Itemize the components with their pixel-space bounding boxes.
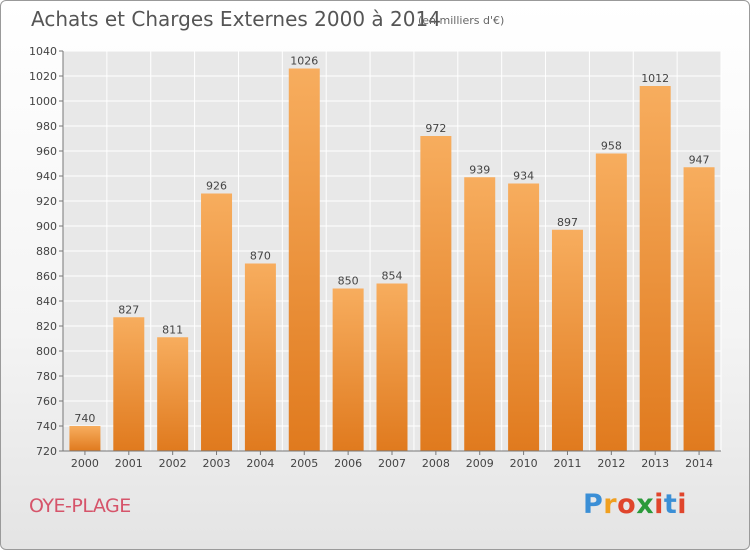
y-tick-label: 720 [36, 445, 57, 458]
x-tick-label-2011: 2011 [553, 457, 581, 470]
data-label-2001: 827 [118, 303, 139, 316]
bar-2005 [288, 68, 320, 451]
bar-2006 [332, 288, 364, 451]
bar-2000 [69, 426, 101, 451]
bar-2004 [244, 263, 276, 451]
y-tick-label: 820 [36, 320, 57, 333]
data-label-2005: 1026 [290, 55, 318, 68]
bar-2001 [113, 317, 145, 451]
data-label-2008: 972 [425, 122, 446, 135]
y-tick-label: 980 [36, 120, 57, 133]
y-tick-label: 880 [36, 245, 57, 258]
chart-title: Achats et Charges Externes 2000 à 2014 [31, 7, 441, 31]
y-tick-label: 940 [36, 170, 57, 183]
bar-2003 [201, 193, 233, 451]
data-label-2010: 934 [513, 170, 534, 183]
data-labels: 740 827 811 926 870 1026 850 854 972 939 934 897 958… [74, 55, 709, 426]
proxiti-logo: Proxiti [583, 489, 688, 520]
data-label-2013: 1012 [641, 72, 669, 85]
x-tick-label-2007: 2007 [378, 457, 406, 470]
chart-subtitle: (en milliers d'€) [418, 14, 505, 27]
data-label-2007: 854 [382, 270, 403, 283]
x-tick-label-2013: 2013 [641, 457, 669, 470]
x-tick-label-2003: 2003 [203, 457, 231, 470]
bar-2009 [464, 177, 496, 451]
data-label-2009: 939 [469, 163, 490, 176]
y-tick-label: 860 [36, 270, 57, 283]
bar-series [69, 68, 715, 451]
bar-2013 [639, 86, 671, 451]
x-tick-label-2014: 2014 [685, 457, 713, 470]
x-tick-label-2010: 2010 [510, 457, 538, 470]
x-tick-label-2012: 2012 [597, 457, 625, 470]
data-label-2002: 811 [162, 323, 183, 336]
x-tick-label-2001: 2001 [115, 457, 143, 470]
bar-2007 [376, 283, 408, 451]
y-tick-label: 800 [36, 345, 57, 358]
bar-2012 [595, 153, 627, 451]
y-tick-label: 840 [36, 295, 57, 308]
x-tick-label-2002: 2002 [159, 457, 187, 470]
y-tick-label: 1020 [29, 70, 57, 83]
data-label-2012: 958 [601, 140, 622, 153]
y-axis: 720 740 760 780 800 820 840 860 880 900 920 940 960 9… [29, 45, 64, 458]
data-label-2003: 926 [206, 180, 227, 193]
y-tick-label: 1040 [29, 45, 57, 58]
data-label-2006: 850 [338, 275, 359, 288]
y-tick-label: 920 [36, 195, 57, 208]
y-tick-label: 1000 [29, 95, 57, 108]
x-tick-label-2000: 2000 [71, 457, 99, 470]
data-label-2000: 740 [74, 412, 95, 425]
data-label-2004: 870 [250, 250, 271, 263]
place-name: OYE-PLAGE [29, 495, 131, 517]
bar-2014 [683, 167, 715, 451]
bar-2011 [551, 229, 583, 451]
y-tick-label: 740 [36, 420, 57, 433]
x-axis: 2000 2001 2002 2003 2004 2005 2006 2007 2008 2009… [63, 450, 721, 470]
y-tick-label: 960 [36, 145, 57, 158]
y-tick-label: 900 [36, 220, 57, 233]
x-tick-label-2004: 2004 [246, 457, 274, 470]
x-tick-label-2006: 2006 [334, 457, 362, 470]
bar-2002 [157, 337, 189, 451]
x-tick-label-2009: 2009 [466, 457, 494, 470]
data-label-2014: 947 [689, 153, 710, 166]
y-tick-label: 780 [36, 370, 57, 383]
x-tick-label-2005: 2005 [290, 457, 318, 470]
y-tick-label: 760 [36, 395, 57, 408]
bar-2008 [420, 136, 452, 451]
x-tick-label-2008: 2008 [422, 457, 450, 470]
data-label-2011: 897 [557, 216, 578, 229]
bar-2010 [508, 183, 540, 451]
